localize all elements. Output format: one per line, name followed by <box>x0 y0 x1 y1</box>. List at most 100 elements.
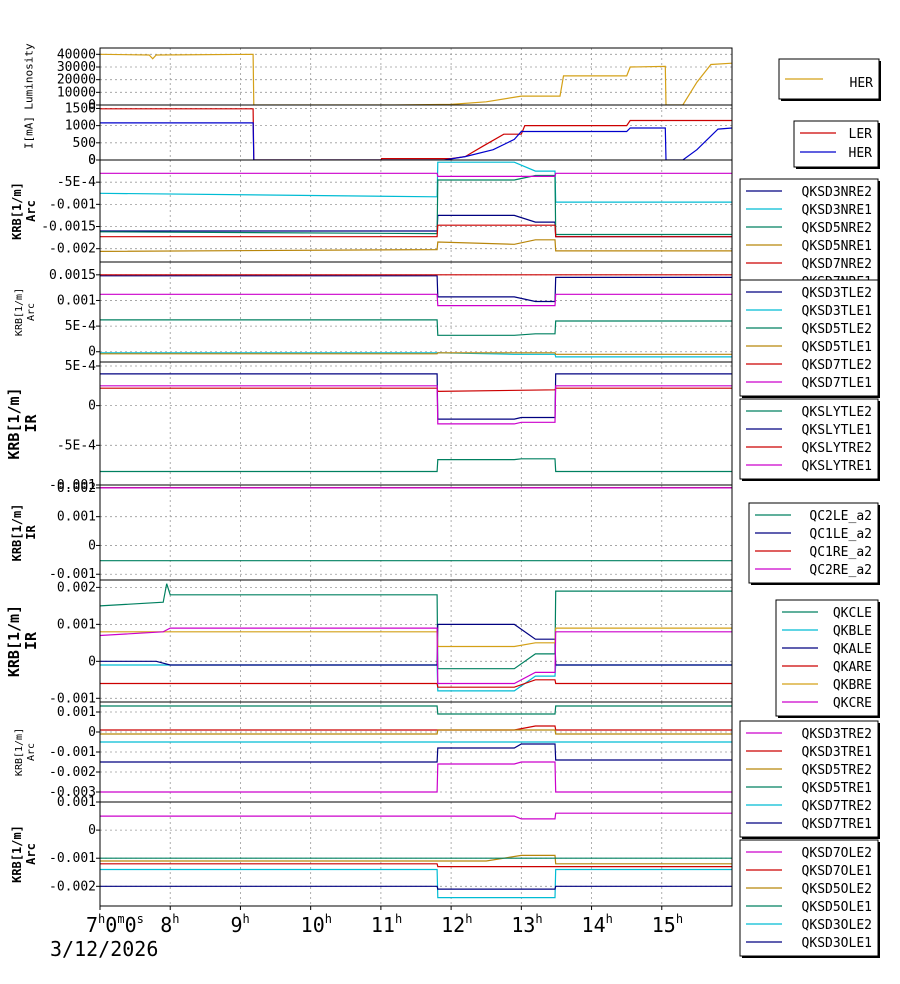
legend: QKSD7OLE2 QKSD7OLE1 QKSD5OLE2 QKSD5OLE1 QKSD… <box>739 839 880 958</box>
series-line-qksd7nre1 <box>100 172 732 177</box>
y-tick-label: 0.001 <box>57 510 96 525</box>
y-tick-label: -0.001 <box>49 197 96 212</box>
y-tick-label: 0.001 <box>57 617 96 632</box>
y-tick-label: 1500 <box>65 101 96 116</box>
series-line-qkslytre2 <box>100 387 732 393</box>
plot-frame <box>99 104 733 161</box>
plot-frame <box>99 484 733 581</box>
series-line-qkslytle2 <box>100 458 732 473</box>
plot-frame <box>99 159 733 263</box>
y-tick-label: 0 <box>88 538 96 553</box>
series-line-qkcre <box>100 627 732 685</box>
plot-frame <box>99 801 733 907</box>
panel-5: 5E-40-5E-4-0.001KRB[1/m]IRQKSLYTLE2QKSLY… <box>5 359 880 493</box>
legend-entry: QKSD5NRE2 <box>802 221 872 236</box>
x-tick-label: 15h <box>652 912 683 937</box>
y-tick-label: 0.002 <box>57 481 96 496</box>
y-tick-label: 5E-4 <box>65 359 96 374</box>
legend-entry: QKSD5OLE1 <box>802 900 872 915</box>
y-tick-label: 40000 <box>57 47 96 62</box>
y-tick-label: 0.001 <box>57 705 96 720</box>
panel-6: 0.002 0.001 0 -0.001 KRB[1/m]IR QC2LE_a2 QC1LE… <box>10 481 880 585</box>
y-tick-label: 30000 <box>57 60 96 75</box>
legend-entry: QC2LE_a2 <box>809 509 872 524</box>
legend: QKCLE QKBLE QKALE QKARE QKBRE QKCRE <box>775 599 880 718</box>
legend-entry: QKSD3NRE1 <box>802 203 872 218</box>
x-tick-label: 10h <box>301 912 332 937</box>
y-tick-label: 0 <box>88 345 96 360</box>
series-line-qksd7ole2 <box>100 812 732 820</box>
legend-entry: QKSD7NRE2 <box>802 257 872 272</box>
legend-entry: QKSD3TLE2 <box>802 286 872 301</box>
y-tick-label: -0.001 <box>49 691 96 706</box>
y-tick-label: -0.001 <box>49 478 96 493</box>
legend: QKSD3TRE2 QKSD3TRE1 QKSD5TRE2 QKSD5TRE1 QKSD… <box>739 720 880 839</box>
y-tick-label: -5E-4 <box>57 438 96 453</box>
y-tick-label: -0.0015 <box>41 220 96 235</box>
series-line-ler <box>100 108 732 160</box>
legend-entry: QKSD3OLE2 <box>802 918 872 933</box>
legend-entry: QKSLYTLE1 <box>802 423 872 438</box>
series-line-qksd5tre2 <box>100 729 732 735</box>
series-line-qkcle <box>100 583 732 670</box>
y-tick-label: -0.001 <box>49 745 96 760</box>
y-tick-label: -0.001 <box>49 851 96 866</box>
series-line-qksd7tre1 <box>100 743 732 763</box>
y-tick-label: 0.002 <box>57 580 96 595</box>
series-line-qksd5nre2 <box>100 174 732 236</box>
y-axis-label: I[mA] <box>23 116 36 149</box>
series-line-qkslytre1 <box>100 385 732 425</box>
y-axis-label: KRB[1/m]IR <box>10 504 38 562</box>
series-line-qksd7ole1 <box>100 863 732 868</box>
series-line-qksd5tre1 <box>100 705 732 715</box>
series-line-her <box>100 122 732 160</box>
panel-2: 0 500 1000 1500 I[mA] LER HER <box>23 101 880 169</box>
x-tick-label: 12h <box>441 912 472 937</box>
y-axis-label: KRB[1/m]IR <box>5 605 40 677</box>
legend-entry: QKSD3OLE1 <box>802 936 872 951</box>
series-line-qksd3ole2 <box>100 868 732 899</box>
legend-entry: QKSD7TLE1 <box>802 376 872 391</box>
series-line-qkale <box>100 623 732 666</box>
legend-entry: QKSD3TLE1 <box>802 304 872 319</box>
series-line-qkare <box>100 679 732 688</box>
legend-entry: QKSLYTRE2 <box>802 441 872 456</box>
panel-4: 05E-40.0010.0015KRB[1/m]ArcQKSD3TLE2QKSD… <box>14 261 880 398</box>
x-tick-label: 11h <box>371 912 402 937</box>
series-line-qkble <box>100 664 732 692</box>
y-tick-label: -0.003 <box>49 785 96 800</box>
y-tick-label: -0.002 <box>49 242 96 257</box>
legend-entry: LER <box>849 127 873 142</box>
y-tick-label: 0.001 <box>57 293 96 308</box>
y-tick-label: 0.001 <box>57 795 96 810</box>
plot-frame <box>99 361 733 486</box>
legend: LER HER <box>793 120 880 169</box>
y-tick-label: 500 <box>73 136 96 151</box>
series-line-qksd5tle2 <box>100 319 732 336</box>
y-axis-label: KRB[1/m]Arc <box>14 728 37 776</box>
y-tick-label: 0 <box>88 725 96 740</box>
legend: QKSLYTLE2 QKSLYTLE1 QKSLYTRE2 QKSLYTRE1 <box>739 398 880 481</box>
legend-entry: QKBRE <box>833 678 872 693</box>
legend-entry: QKCRE <box>833 696 872 711</box>
x-tick-label: 14h <box>582 912 613 937</box>
y-axis-label: KRB[1/m]Arc <box>14 288 37 336</box>
y-axis-label: KRB[1/m]Arc <box>10 825 38 883</box>
x-axis-date: 3/12/2026 <box>50 937 158 961</box>
legend-entry: QKCLE <box>833 606 872 621</box>
y-tick-label: -0.002 <box>49 879 96 894</box>
legend: QKSD3NRE2 QKSD3NRE1 QKSD5NRE2 QKSD5NRE1 QKSD… <box>739 178 880 297</box>
legend: QKSD3TLE2 QKSD3TLE1 QKSD5TLE2 QKSD5TLE1 QKSD… <box>739 279 880 398</box>
legend-entry: QKSD5TRE2 <box>802 763 872 778</box>
y-tick-label: 0 <box>88 98 96 113</box>
legend-entry: QKSD3TRE2 <box>802 727 872 742</box>
legend-entry: QKSD7TRE2 <box>802 799 872 814</box>
x-tick-label: 13h <box>511 912 542 937</box>
x-tick-label: 8h <box>160 912 179 937</box>
legend-entry: QKSLYTLE2 <box>802 405 872 420</box>
legend-entry: QKSD7TRE1 <box>802 817 872 832</box>
legend-entry: QKSD7OLE2 <box>802 846 872 861</box>
